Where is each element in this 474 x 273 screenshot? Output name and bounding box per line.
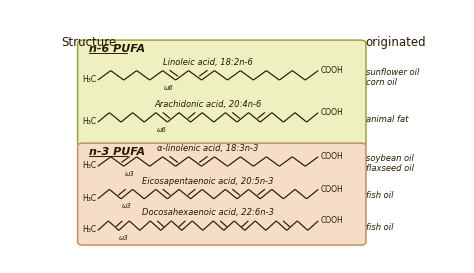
Text: Eicosapentaenoic acid, 20:5n-3: Eicosapentaenoic acid, 20:5n-3 bbox=[142, 177, 274, 186]
Text: ω3: ω3 bbox=[119, 235, 129, 241]
Text: animal fat: animal fat bbox=[366, 115, 409, 124]
Text: soybean oil
flaxseed oil: soybean oil flaxseed oil bbox=[366, 154, 414, 173]
Text: H₃C: H₃C bbox=[82, 117, 96, 126]
Text: ω3: ω3 bbox=[122, 203, 132, 209]
Text: COOH: COOH bbox=[320, 66, 343, 75]
Text: α-linolenic acid, 18:3n-3: α-linolenic acid, 18:3n-3 bbox=[157, 144, 259, 153]
Text: originated: originated bbox=[365, 36, 426, 49]
Text: sunflower oil
corn oil: sunflower oil corn oil bbox=[366, 67, 419, 87]
Text: COOH: COOH bbox=[320, 108, 343, 117]
Text: COOH: COOH bbox=[320, 152, 343, 161]
Text: ω3: ω3 bbox=[125, 171, 135, 177]
Text: n-6 PUFA: n-6 PUFA bbox=[89, 44, 145, 54]
Text: COOH: COOH bbox=[320, 216, 343, 225]
Text: COOH: COOH bbox=[320, 185, 343, 194]
Text: n-3 PUFA: n-3 PUFA bbox=[89, 147, 145, 157]
FancyBboxPatch shape bbox=[78, 143, 366, 245]
Text: ω6: ω6 bbox=[157, 127, 166, 133]
Text: ω6: ω6 bbox=[164, 85, 174, 91]
Text: H₃C: H₃C bbox=[82, 225, 96, 235]
FancyBboxPatch shape bbox=[78, 40, 366, 146]
Text: Arachidonic acid, 20:4n-6: Arachidonic acid, 20:4n-6 bbox=[155, 100, 262, 109]
Text: H₃C: H₃C bbox=[82, 161, 96, 170]
Text: fish oil: fish oil bbox=[366, 223, 393, 232]
Text: Structure: Structure bbox=[61, 36, 116, 49]
Text: H₃C: H₃C bbox=[82, 194, 96, 203]
Text: Docosahexaenoic acid, 22:6n-3: Docosahexaenoic acid, 22:6n-3 bbox=[142, 208, 274, 217]
Text: H₃C: H₃C bbox=[82, 75, 96, 84]
Text: fish oil: fish oil bbox=[366, 191, 393, 200]
Text: Linoleic acid, 18:2n-6: Linoleic acid, 18:2n-6 bbox=[163, 58, 253, 67]
